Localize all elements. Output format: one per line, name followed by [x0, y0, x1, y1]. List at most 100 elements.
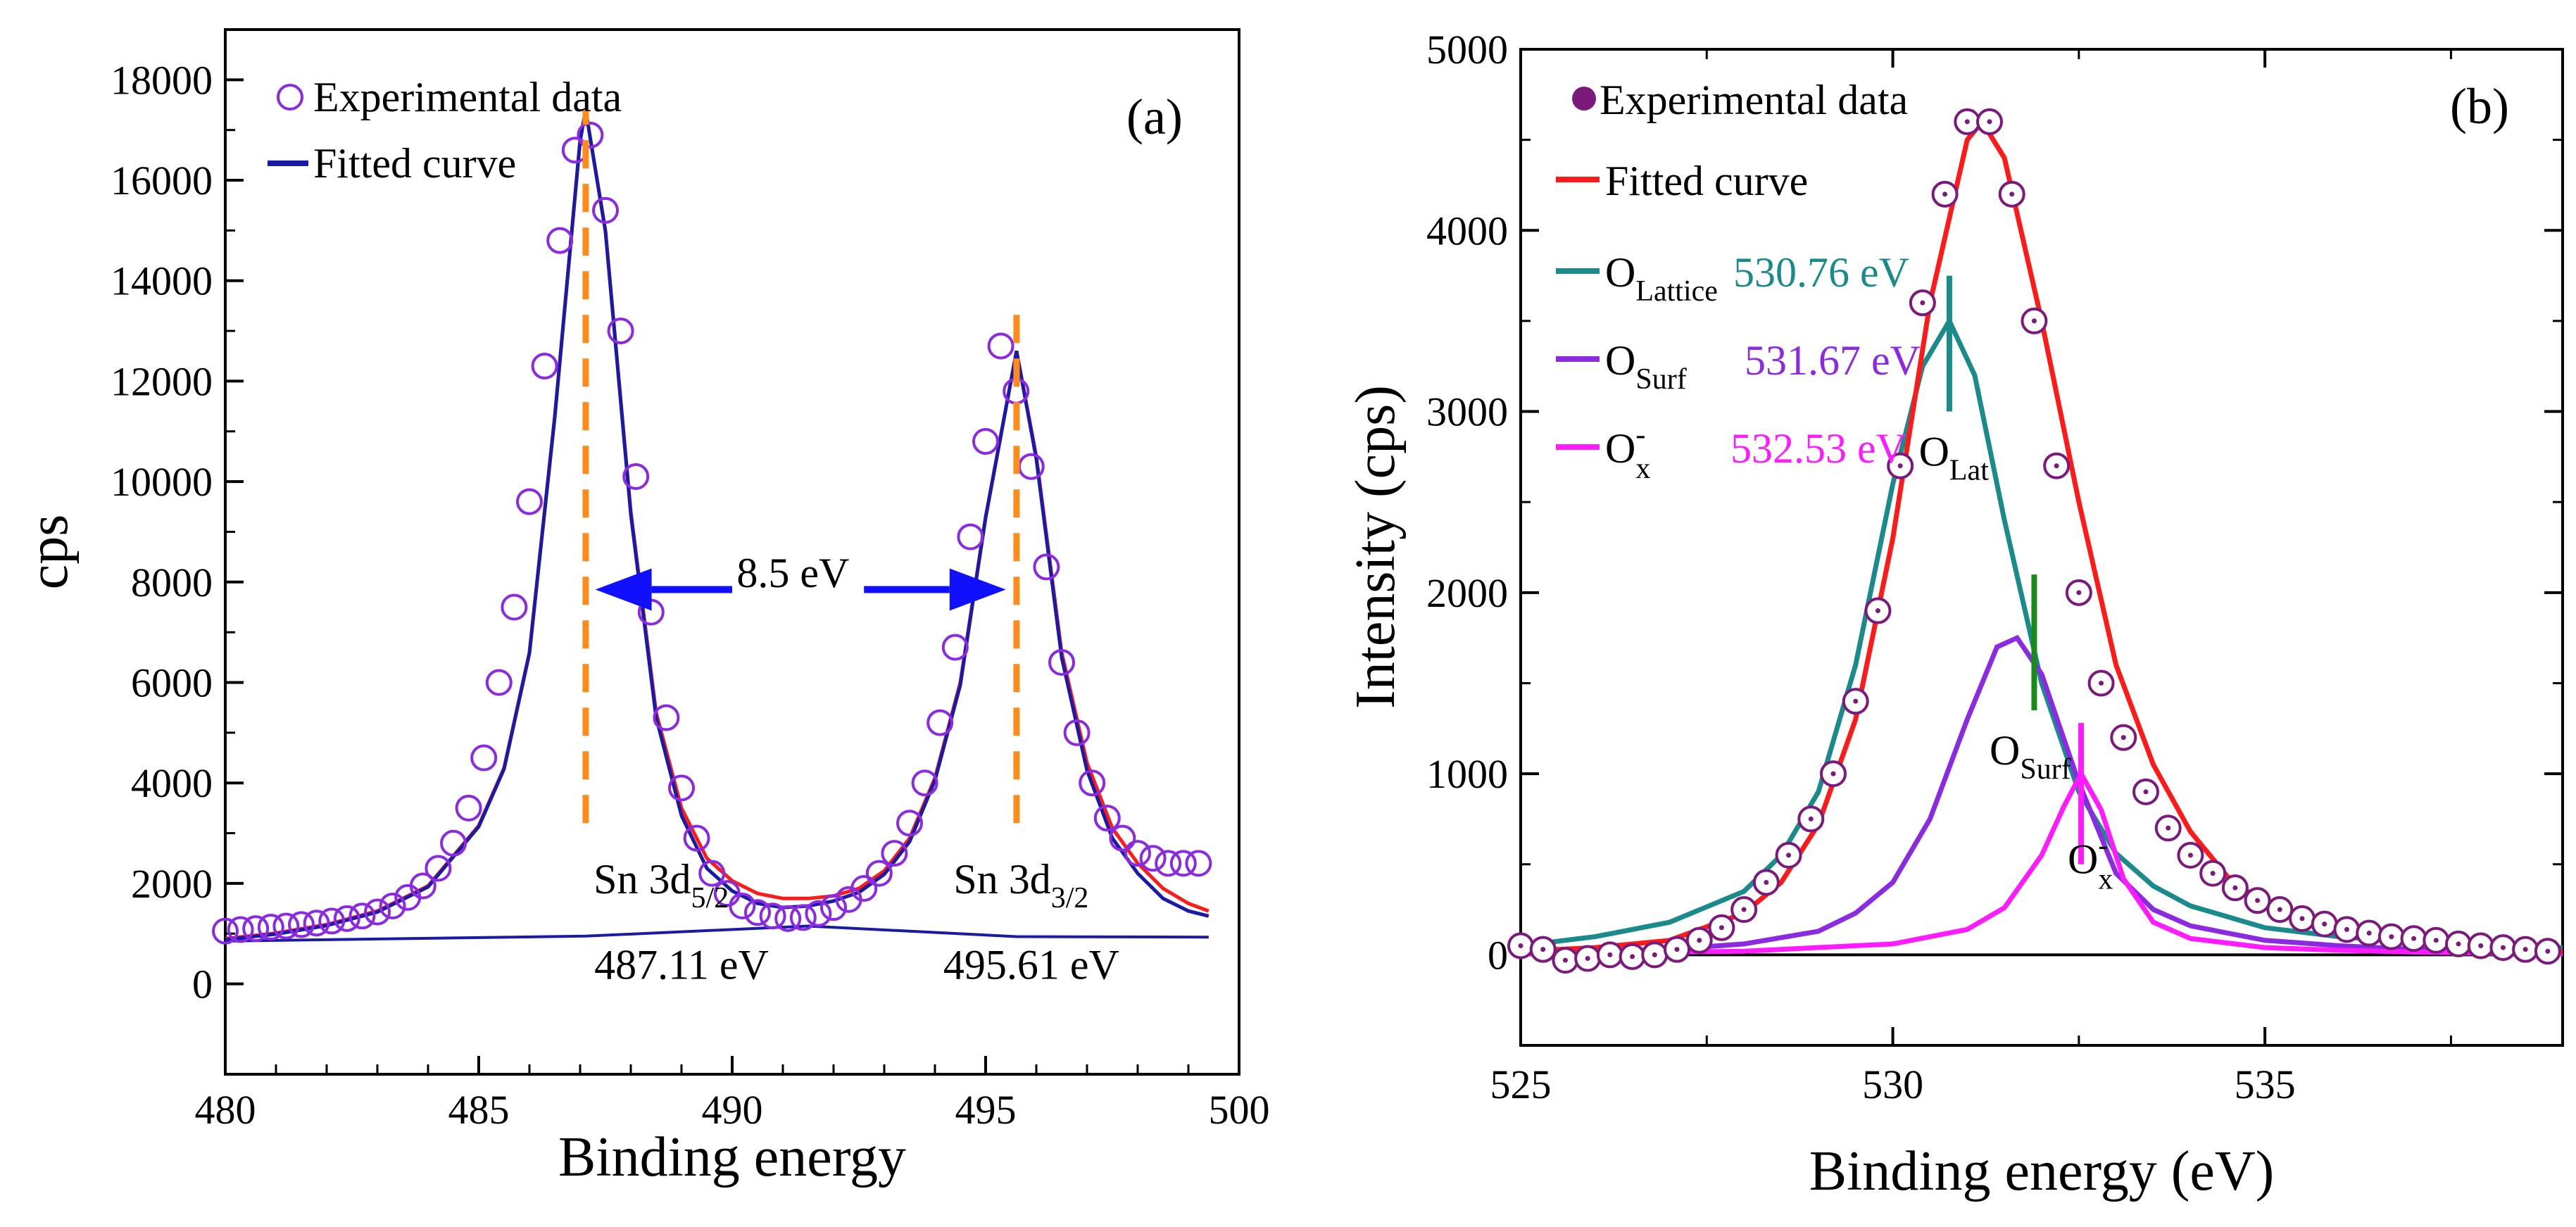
- annotation: OLat: [1919, 429, 1990, 487]
- data-point: [744, 899, 771, 926]
- data-point: [425, 855, 452, 882]
- y-tick-label: 0: [192, 962, 213, 1007]
- data-point: [1033, 553, 1060, 581]
- x-tick-label: 500: [1209, 1087, 1270, 1133]
- data-point: [440, 829, 467, 857]
- fitted-curve: [225, 109, 1210, 942]
- y-tick-label: 8000: [131, 560, 213, 605]
- data-point-dot: [1853, 698, 1859, 704]
- data-point-dot: [1585, 956, 1590, 962]
- data-point-dot: [2277, 907, 2282, 912]
- data-point-dot: [2187, 852, 2193, 858]
- data-point-dot: [2121, 735, 2126, 741]
- panel-a-y-axis-label: cps: [18, 515, 80, 590]
- y-tick-label: 0: [1488, 932, 1508, 978]
- data-point: [850, 875, 878, 902]
- y-tick-label: 10000: [111, 459, 213, 505]
- annotation: Sn 3d5/2: [593, 856, 729, 914]
- data-point: [1185, 850, 1212, 877]
- y-tick-label: 12000: [111, 358, 213, 404]
- data-point: [805, 900, 832, 927]
- annotation: 487.11 eV: [594, 941, 769, 988]
- y-tick-label: 16000: [111, 158, 213, 203]
- data-point: [577, 121, 604, 149]
- data-point: [501, 593, 528, 621]
- data-point: [653, 704, 680, 731]
- data-point: [972, 428, 999, 455]
- data-point-dot: [2232, 885, 2238, 891]
- data-point: [607, 317, 634, 345]
- data-point: [759, 902, 786, 930]
- data-point: [1017, 453, 1045, 480]
- o-surf-curve: [1520, 634, 2563, 956]
- data-point: [1109, 824, 1136, 852]
- data-point: [516, 488, 543, 515]
- y-tick-label: 2000: [1426, 570, 1508, 616]
- data-point: [698, 860, 726, 887]
- y-tick-label: 14000: [111, 258, 213, 304]
- data-point-dot: [2054, 463, 2059, 469]
- legend-label-o-lattice-curve: OLattice: [1605, 249, 1718, 308]
- x-tick-label: 480: [195, 1087, 256, 1133]
- data-point-dot: [1607, 952, 1613, 957]
- data-point-dot: [2389, 934, 2394, 940]
- data-point-dot: [1741, 907, 1747, 912]
- data-point: [1093, 805, 1121, 832]
- data-point: [485, 669, 513, 696]
- y-tick-label: 4000: [131, 760, 213, 806]
- y-tick-label: 1000: [1426, 751, 1508, 797]
- data-point-dot: [2522, 947, 2528, 952]
- data-point-dot: [1540, 947, 1546, 952]
- data-point-dot: [2478, 943, 2484, 948]
- data-point: [379, 892, 406, 919]
- data-point-dot: [2322, 921, 2327, 927]
- data-point-dot: [1697, 938, 1702, 943]
- data-point-dot: [2456, 941, 2461, 947]
- background-line: [225, 924, 1209, 943]
- envelope-curve: [225, 109, 1210, 940]
- data-point: [820, 894, 847, 921]
- data-point-dot: [2344, 926, 2349, 932]
- fitted-curve: [1520, 117, 2563, 954]
- panel-b-plot-frame: [1519, 48, 2564, 1047]
- data-point: [1139, 845, 1167, 872]
- y-tick-label: 3000: [1426, 389, 1508, 435]
- legend-label-experimental: Experimental data: [313, 74, 622, 120]
- data-point-dot: [1719, 925, 1724, 931]
- data-point: [987, 332, 1014, 360]
- data-point-dot: [2076, 590, 2082, 596]
- y-tick-label: 6000: [131, 660, 213, 706]
- y-tick-label: 5000: [1426, 27, 1508, 73]
- data-point-dot: [2500, 945, 2506, 950]
- data-point-dot: [2166, 825, 2171, 831]
- data-point: [288, 911, 315, 938]
- legend-value-o-x-curve: 532.53 eV: [1730, 425, 1906, 472]
- data-point: [546, 227, 574, 254]
- data-point: [926, 709, 954, 736]
- data-point-dot: [2366, 930, 2372, 936]
- legend-marker-experimental: [277, 84, 303, 111]
- data-point-dot: [1630, 954, 1635, 959]
- x-tick-label: 490: [702, 1087, 763, 1133]
- data-point-dot: [2009, 191, 2015, 197]
- legend-label-o-x-curve: O-x: [1605, 419, 1650, 485]
- data-point-dot: [2433, 938, 2439, 943]
- data-point-dot: [1764, 879, 1769, 885]
- data-point: [622, 463, 650, 490]
- data-point-dot: [1987, 119, 1992, 125]
- data-point: [592, 196, 619, 224]
- legend-value-o-surf-curve: 531.67 eV: [1745, 337, 1921, 384]
- annotation: OSurf: [1990, 727, 2071, 786]
- data-point-dot: [2545, 948, 2551, 954]
- annotation: Sn 3d3/2: [953, 856, 1088, 914]
- data-point: [318, 907, 346, 935]
- data-point-dot: [1674, 947, 1680, 952]
- data-point: [896, 810, 923, 837]
- data-point-dot: [2411, 936, 2417, 941]
- data-point: [257, 913, 284, 940]
- data-point-dot: [2299, 916, 2305, 921]
- data-point: [470, 744, 498, 772]
- data-point-dot: [1964, 119, 1970, 125]
- data-point-dot: [1786, 852, 1792, 858]
